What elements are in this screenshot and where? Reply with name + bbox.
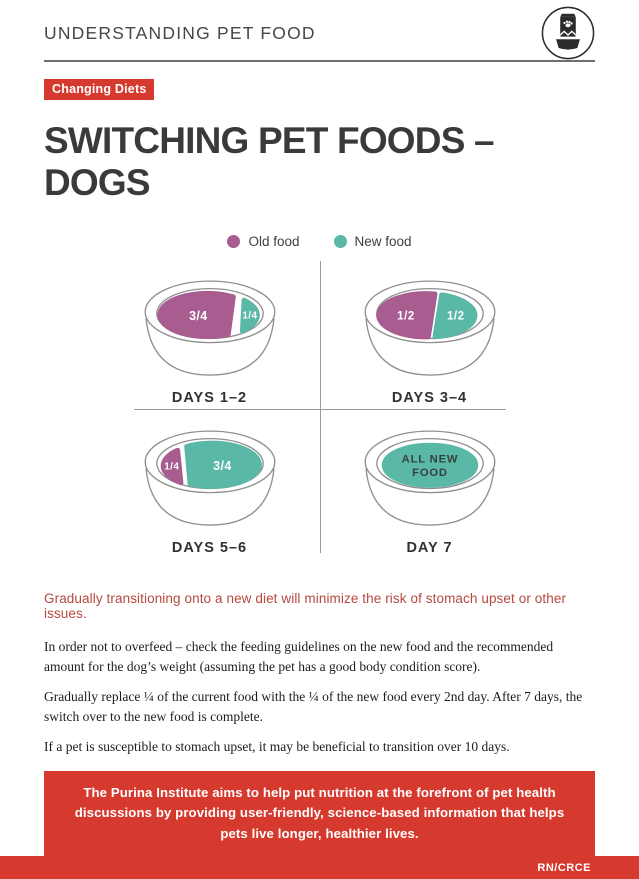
section-badge: Changing Diets	[44, 79, 155, 100]
footer-bar: RN/CRCE	[0, 856, 639, 879]
portion-label-new: 3/4	[213, 459, 232, 473]
bowl-diagram-grid: 3/4 1/4 DAYS 1–2 1/2 1/2 DAYS 3–4	[100, 259, 540, 559]
paragraph-sensitive-stomach: If a pet is susceptible to stomach upset…	[44, 739, 510, 755]
bowl-graphic-day-7: ALL NEW FOOD	[364, 430, 495, 526]
header-divider	[44, 60, 595, 62]
portion-label-new: 1/2	[447, 309, 464, 322]
bowl-days-3-4: 1/2 1/2 DAYS 3–4	[320, 259, 540, 409]
legend: Old food New food	[44, 234, 595, 249]
bowl-caption: DAYS 1–2	[171, 390, 248, 406]
header-title: UNDERSTANDING PET FOOD	[44, 22, 316, 43]
footer-code: RN/CRCE	[537, 861, 591, 874]
legend-label-new: New food	[354, 234, 412, 249]
bowl-graphic-days-1-2: 3/4 1/4	[144, 280, 275, 376]
grid-divider-vertical	[319, 261, 321, 553]
portion-label-new: 1/4	[242, 311, 257, 322]
legend-item-old-food: Old food	[227, 234, 300, 249]
body-copy: In order not to overfeed – check the fee…	[44, 637, 595, 757]
grid-divider-horizontal	[133, 409, 506, 410]
old-food-dot-icon	[227, 235, 241, 248]
new-food-dot-icon	[333, 235, 347, 248]
bowl-caption: DAYS 3–4	[391, 390, 468, 406]
portion-label-old: 1/4	[164, 461, 179, 472]
page-title: SWITCHING PET FOODS – DOGS	[44, 120, 495, 203]
paragraph-replace-quarter: Gradually replace ¼ of the current food …	[44, 689, 583, 724]
pet-food-bag-bowl-icon	[541, 6, 595, 60]
highlight-sentence: Gradually transitioning onto a new diet …	[44, 591, 567, 621]
bowl-graphic-days-5-6: 1/4 3/4	[144, 430, 275, 526]
portion-label-old: 3/4	[189, 309, 208, 323]
bowl-days-1-2: 3/4 1/4 DAYS 1–2	[100, 259, 320, 409]
bowl-caption: DAYS 5–6	[171, 540, 248, 556]
bowl-caption: DAY 7	[406, 540, 453, 556]
portion-label-old: 1/2	[397, 309, 414, 322]
portion-label-new-line2: FOOD	[412, 467, 448, 479]
bowl-graphic-days-3-4: 1/2 1/2	[364, 280, 495, 376]
legend-item-new-food: New food	[333, 234, 412, 249]
header: UNDERSTANDING PET FOOD	[44, 0, 595, 60]
legend-label-old: Old food	[248, 234, 300, 249]
bowl-days-5-6: 1/4 3/4 DAYS 5–6	[100, 409, 320, 559]
bowl-day-7: ALL NEW FOOD DAY 7	[320, 409, 540, 559]
purina-mission-callout: The Purina Institute aims to help put nu…	[44, 770, 595, 857]
portion-label-new-line1: ALL NEW	[401, 454, 458, 466]
paragraph-feeding-guidelines: In order not to overfeed – check the fee…	[44, 639, 554, 674]
